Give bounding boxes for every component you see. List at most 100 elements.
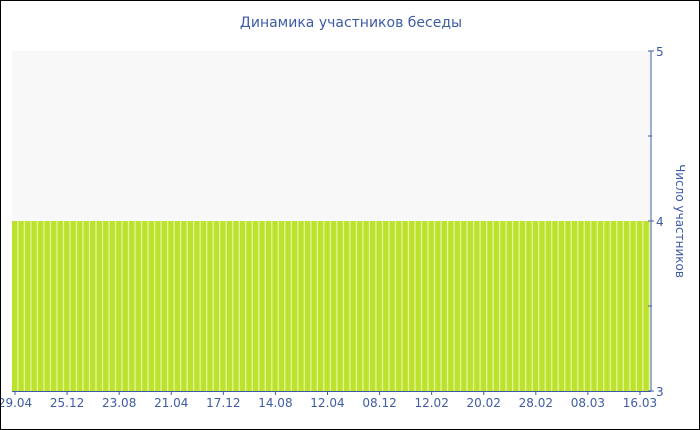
bar bbox=[129, 221, 135, 391]
bar bbox=[370, 221, 376, 391]
bar bbox=[643, 221, 649, 391]
bar bbox=[617, 221, 623, 391]
bar bbox=[77, 221, 83, 391]
bar bbox=[291, 221, 298, 391]
bar bbox=[350, 221, 356, 391]
bar bbox=[389, 221, 395, 391]
bar bbox=[428, 221, 434, 391]
bar bbox=[103, 221, 109, 391]
bar bbox=[155, 221, 161, 391]
bar bbox=[363, 221, 369, 391]
bar bbox=[148, 221, 154, 391]
y-tick-label: 5 bbox=[656, 45, 664, 59]
bar bbox=[259, 221, 265, 391]
bar bbox=[448, 221, 454, 391]
bar bbox=[116, 221, 122, 391]
bar bbox=[422, 221, 428, 391]
bar bbox=[630, 221, 636, 391]
bar bbox=[454, 221, 460, 391]
x-tick-label: 12.04 bbox=[310, 396, 344, 410]
x-tick-label: 23.08 bbox=[102, 396, 136, 410]
bar bbox=[571, 221, 578, 391]
bar bbox=[383, 221, 389, 391]
bar bbox=[25, 221, 31, 391]
bar bbox=[226, 221, 233, 391]
bar bbox=[44, 221, 50, 391]
y-tick-label: 4 bbox=[656, 215, 664, 229]
bar bbox=[51, 221, 57, 391]
bar bbox=[90, 221, 96, 391]
bar bbox=[591, 221, 597, 391]
bar bbox=[565, 221, 571, 391]
bar bbox=[233, 221, 239, 391]
bar bbox=[83, 221, 89, 391]
bar bbox=[545, 221, 552, 391]
bar bbox=[265, 221, 272, 391]
bar bbox=[70, 221, 76, 391]
x-tick-label: 28.02 bbox=[519, 396, 553, 410]
x-tick-label: 08.03 bbox=[571, 396, 605, 410]
bar bbox=[402, 221, 408, 391]
bar bbox=[246, 221, 252, 391]
x-tick-label: 17.12 bbox=[206, 396, 240, 410]
x-tick-label: 12.02 bbox=[414, 396, 448, 410]
x-tick-label: 25.12 bbox=[50, 396, 84, 410]
bar bbox=[409, 221, 415, 391]
bar bbox=[623, 221, 630, 391]
bar bbox=[31, 221, 37, 391]
x-tick-label: 20.02 bbox=[467, 396, 501, 410]
bar bbox=[435, 221, 441, 391]
bar bbox=[57, 221, 63, 391]
bar bbox=[161, 221, 167, 391]
bar bbox=[317, 221, 324, 391]
bar bbox=[578, 221, 584, 391]
bar bbox=[304, 221, 311, 391]
bar bbox=[552, 221, 558, 391]
chart-title: Динамика участников беседы bbox=[239, 15, 463, 31]
x-tick-label: 14.08 bbox=[258, 396, 292, 410]
bar bbox=[272, 221, 278, 391]
bar bbox=[461, 221, 467, 391]
bar bbox=[357, 221, 363, 391]
bar bbox=[324, 221, 330, 391]
bar bbox=[487, 221, 493, 391]
bar bbox=[200, 221, 207, 391]
x-tick-label: 16.03 bbox=[623, 396, 657, 410]
bar bbox=[239, 221, 246, 391]
x-tick-label: 29.04 bbox=[1, 396, 32, 410]
bar bbox=[194, 221, 200, 391]
x-tick-label: 08.12 bbox=[362, 396, 396, 410]
bar bbox=[597, 221, 604, 391]
bar bbox=[474, 221, 480, 391]
y-tick-label: 3 bbox=[656, 385, 664, 399]
bar bbox=[337, 221, 343, 391]
bar bbox=[441, 221, 447, 391]
bar bbox=[415, 221, 421, 391]
bar bbox=[12, 221, 18, 391]
bar bbox=[142, 221, 148, 391]
bar bbox=[174, 221, 180, 391]
bar bbox=[181, 221, 187, 391]
bar bbox=[252, 221, 259, 391]
bar bbox=[64, 221, 70, 391]
bar bbox=[636, 221, 643, 391]
bar bbox=[109, 221, 115, 391]
bar bbox=[38, 221, 44, 391]
bar bbox=[135, 221, 141, 391]
bar bbox=[500, 221, 506, 391]
bar bbox=[18, 221, 24, 391]
bar bbox=[298, 221, 304, 391]
bar bbox=[526, 221, 532, 391]
bar bbox=[187, 221, 193, 391]
bar bbox=[532, 221, 539, 391]
bar bbox=[506, 221, 512, 391]
bar bbox=[285, 221, 291, 391]
x-tick-label: 21.04 bbox=[154, 396, 188, 410]
bar bbox=[493, 221, 499, 391]
bar bbox=[396, 221, 402, 391]
bar bbox=[467, 221, 473, 391]
bar bbox=[519, 221, 526, 391]
y-axis-label: Число участников bbox=[673, 164, 687, 278]
